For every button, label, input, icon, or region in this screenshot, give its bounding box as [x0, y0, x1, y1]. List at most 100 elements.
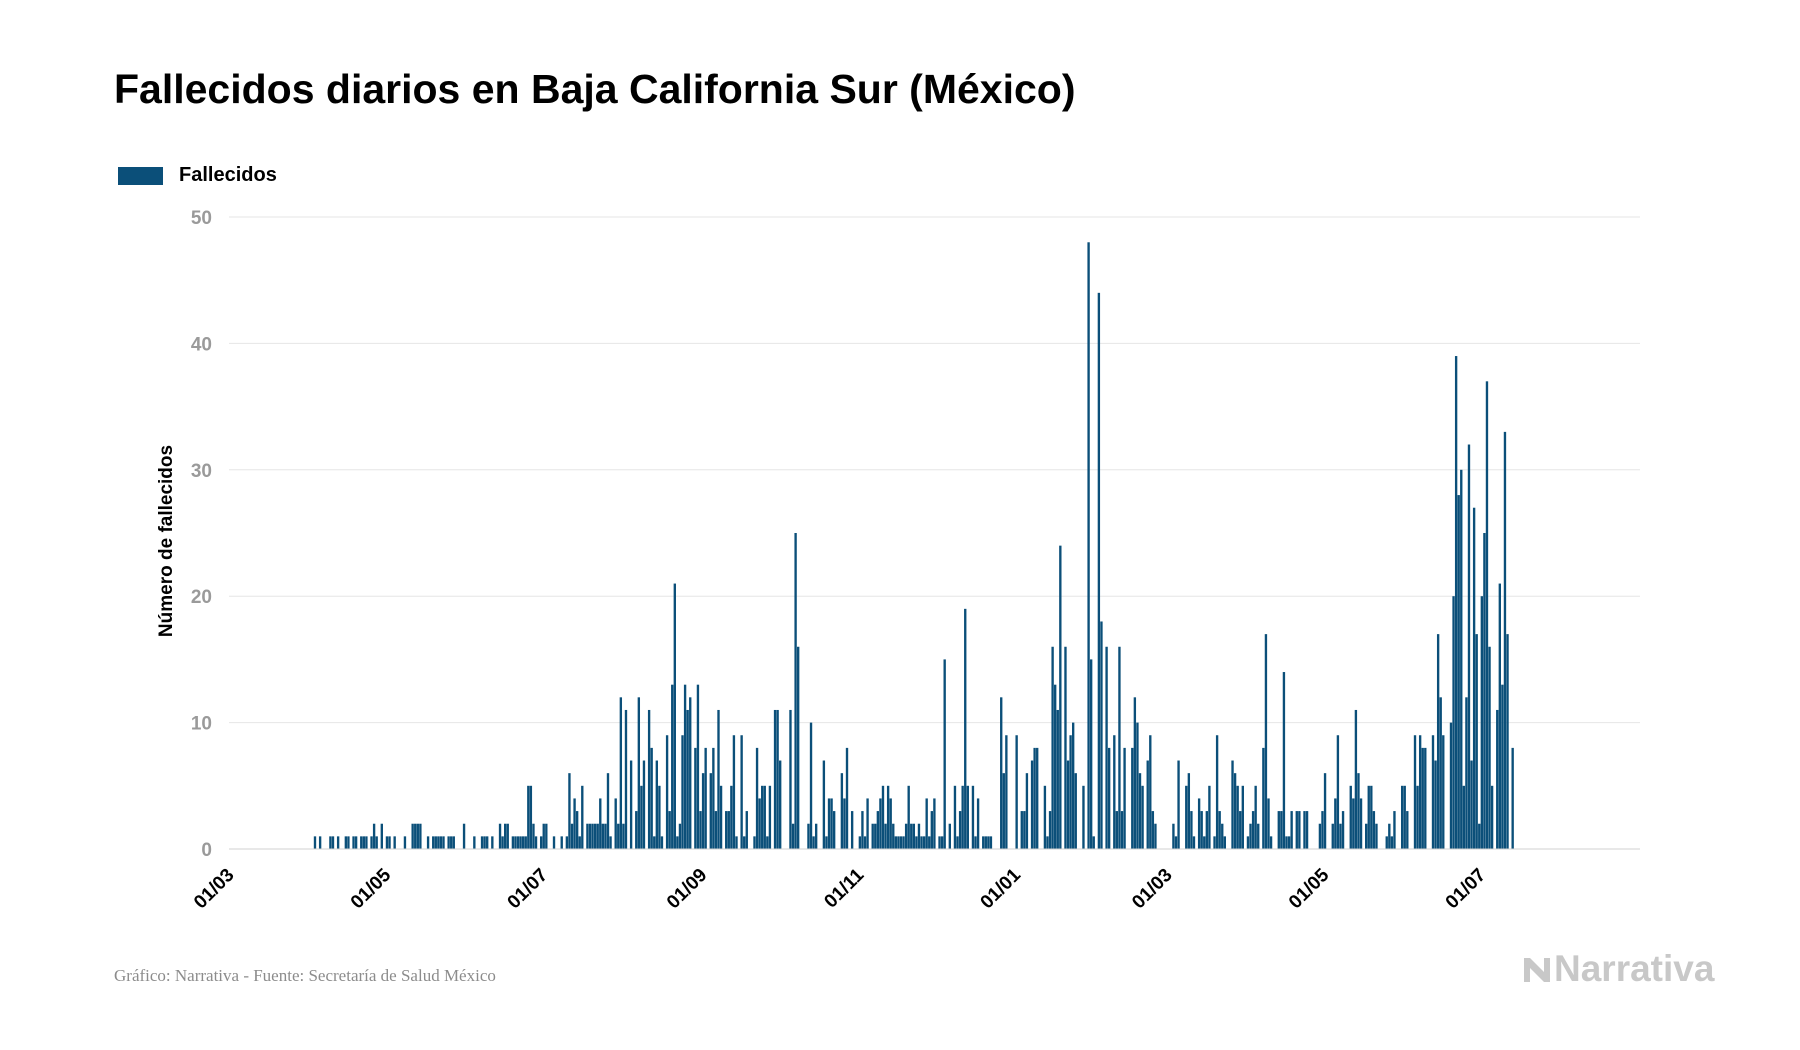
- bar: [701, 773, 705, 849]
- bar: [678, 823, 682, 849]
- bar: [375, 836, 378, 849]
- bar: [814, 823, 818, 849]
- bar: [948, 823, 951, 849]
- bar: [1365, 823, 1368, 849]
- bar: [876, 811, 880, 849]
- bar: [642, 760, 646, 849]
- bar: [385, 836, 389, 849]
- bar: [1177, 760, 1180, 849]
- bar: [1490, 785, 1494, 849]
- bar: [1146, 760, 1149, 849]
- bar: [1277, 811, 1280, 849]
- bar: [1339, 823, 1342, 849]
- y-axis-label: Número de fallecidos: [156, 445, 177, 637]
- bar: [665, 735, 669, 849]
- bar: [964, 608, 967, 849]
- bar: [735, 836, 738, 849]
- bar: [609, 836, 612, 849]
- bar: [1089, 659, 1093, 849]
- bar: [501, 836, 504, 849]
- bar: [922, 836, 926, 849]
- y-tick-label: 50: [191, 208, 212, 229]
- bar: [1478, 823, 1481, 849]
- bar: [714, 811, 718, 849]
- x-tick-label: 01/07: [1442, 865, 1490, 913]
- bar: [773, 709, 777, 849]
- x-tick-label: 01/05: [1285, 864, 1334, 913]
- bar: [753, 836, 756, 849]
- bar: [1015, 735, 1018, 849]
- bar: [1416, 785, 1419, 849]
- bar: [1285, 836, 1288, 849]
- bar: [1488, 646, 1491, 849]
- bar: [1400, 785, 1404, 849]
- bar: [1205, 811, 1209, 849]
- bar: [370, 836, 373, 849]
- bar: [650, 747, 653, 849]
- bar: [1496, 709, 1499, 849]
- bar: [1462, 785, 1466, 849]
- bar: [858, 836, 862, 849]
- bar: [987, 836, 990, 849]
- bar: [768, 785, 772, 849]
- bar: [1231, 760, 1234, 849]
- bar: [776, 709, 779, 849]
- bar: [850, 811, 854, 849]
- bar: [452, 836, 455, 849]
- bar: [570, 823, 574, 849]
- bar: [1105, 646, 1108, 849]
- bar: [313, 836, 317, 849]
- bar: [1460, 469, 1463, 849]
- bar: [1123, 747, 1126, 849]
- bar: [1215, 735, 1219, 849]
- bar: [1436, 634, 1440, 849]
- bar: [743, 836, 746, 849]
- bar: [403, 836, 407, 849]
- bar: [1025, 773, 1029, 849]
- bar: [902, 836, 905, 849]
- bar: [1118, 646, 1121, 849]
- bar: [1002, 773, 1005, 849]
- bar: [1005, 735, 1008, 849]
- bar: [1354, 709, 1358, 849]
- y-axis-ticks: 0 10 20 30 40 50: [191, 208, 212, 861]
- bar: [414, 823, 417, 849]
- bar: [506, 823, 509, 849]
- bar: [863, 836, 867, 849]
- bar: [982, 836, 985, 849]
- bar: [797, 646, 800, 849]
- bar: [362, 836, 366, 849]
- bar: [1287, 836, 1291, 849]
- bar: [516, 836, 520, 849]
- bar: [529, 785, 533, 849]
- bar: [1185, 785, 1188, 849]
- bar: [1241, 785, 1244, 849]
- bar: [1020, 811, 1023, 849]
- bar: [1223, 836, 1226, 849]
- bar: [874, 823, 877, 849]
- bar: [1107, 747, 1111, 849]
- bar: [480, 836, 484, 849]
- bar: [552, 836, 556, 849]
- bar: [910, 823, 913, 849]
- bar: [619, 697, 623, 849]
- bar: [1503, 431, 1507, 849]
- bar: [1213, 836, 1216, 849]
- bar: [1472, 507, 1476, 849]
- bar: [524, 836, 527, 849]
- bar: [1303, 811, 1306, 849]
- y-tick-label: 10: [191, 714, 212, 735]
- bar: [318, 836, 322, 849]
- bar: [917, 823, 921, 849]
- bar: [1475, 634, 1478, 849]
- bar: [673, 583, 676, 849]
- bar: [617, 823, 620, 849]
- x-tick-label: 01/11: [820, 864, 868, 912]
- bar: [907, 785, 910, 849]
- bar: [498, 823, 502, 849]
- bar: [1501, 684, 1504, 849]
- bar: [1236, 785, 1239, 849]
- bar: [763, 785, 766, 849]
- bar: [581, 785, 584, 849]
